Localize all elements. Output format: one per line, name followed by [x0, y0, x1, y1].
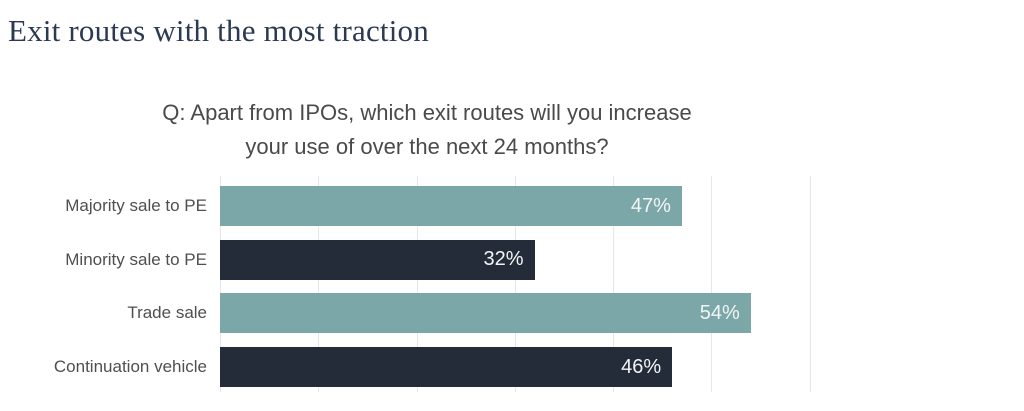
gridline — [318, 176, 320, 392]
gridline — [613, 176, 615, 392]
bar-track: 46% — [220, 347, 908, 388]
gridline — [220, 176, 221, 392]
category-label: Minority sale to PE — [65, 249, 207, 269]
chart-row: Majority sale to PE 47% — [0, 186, 1024, 226]
chart-gridlines — [220, 176, 908, 392]
bar-value-label: 32% — [483, 248, 524, 271]
bar-track: 54% — [220, 293, 908, 334]
chart-row: Trade sale 54% — [0, 293, 1024, 334]
chart-question-line2: your use of over the next 24 months? — [245, 134, 609, 159]
category-label: Continuation vehicle — [53, 357, 207, 377]
bar-track: 32% — [220, 239, 908, 280]
chart-question: Q: Apart from IPOs, which exit routes wi… — [0, 96, 854, 164]
bar-4: 46% — [220, 347, 673, 388]
gridline — [711, 176, 713, 392]
bar-value-label: 46% — [621, 355, 662, 378]
category-label: Majority sale to PE — [65, 196, 207, 215]
bar-value-label: 47% — [630, 194, 671, 217]
chart-question-line1: Q: Apart from IPOs, which exit routes wi… — [162, 100, 692, 125]
gridline — [514, 176, 516, 392]
bar-1: 47% — [220, 186, 682, 226]
bar-value-label: 54% — [699, 301, 740, 324]
gridline — [416, 176, 418, 392]
bar-3: 54% — [220, 293, 751, 334]
page-title: Exit routes with the most traction — [8, 13, 429, 48]
bar-2: 32% — [220, 239, 535, 280]
bar-chart: Majority sale to PE 47% Minority sale to P… — [0, 176, 1024, 392]
bar-track: 47% — [220, 186, 908, 226]
category-label: Trade sale — [127, 303, 207, 323]
gridline — [809, 176, 811, 392]
chart-row: Continuation vehicle 46% — [0, 347, 1024, 388]
chart-row: Minority sale to PE 32% — [0, 239, 1024, 280]
